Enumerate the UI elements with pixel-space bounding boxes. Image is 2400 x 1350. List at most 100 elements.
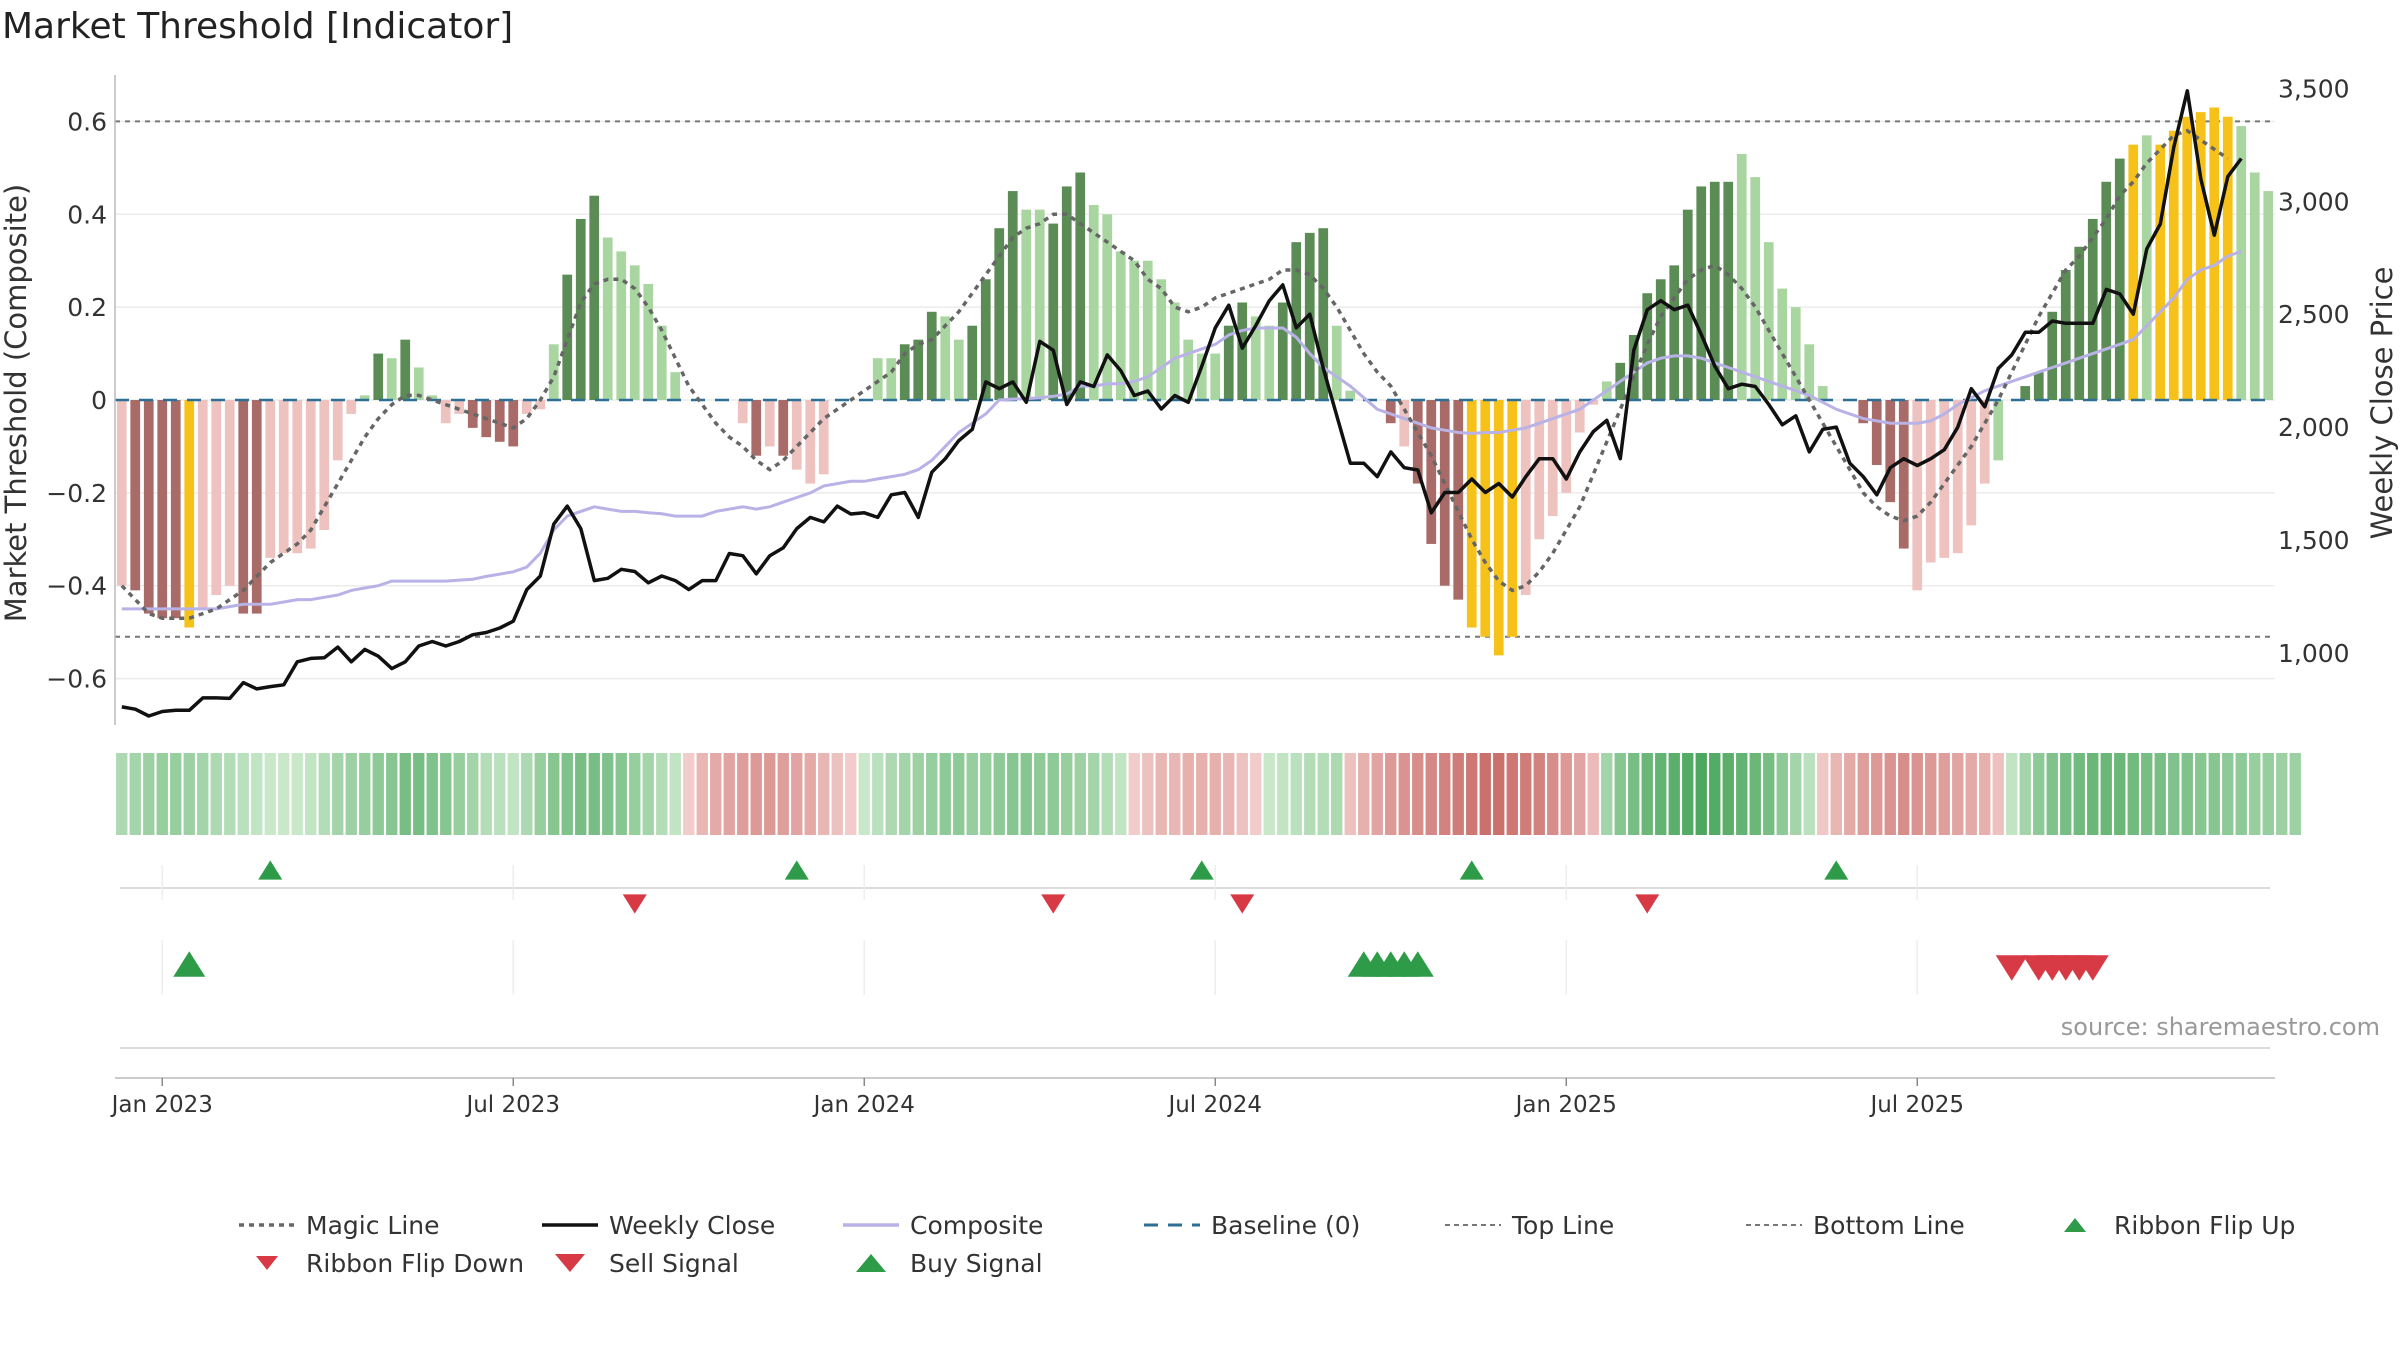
- ribbon-cell: [1736, 753, 1748, 835]
- x-axis: Jan 2023 Jul 2023 Jan 2024 Jul 2024 Jan 2025…: [110, 1077, 2275, 1118]
- composite-bar: [778, 400, 789, 456]
- ribbon-cell: [575, 753, 587, 835]
- legend-item-close: Weekly Close: [535, 1210, 775, 1240]
- composite-bar: [1345, 390, 1356, 400]
- composite-bar: [1912, 400, 1923, 591]
- composite-bar: [1709, 181, 1720, 400]
- composite-bar: [1507, 400, 1518, 637]
- ribbon-cell: [1412, 753, 1424, 835]
- ribbon-cell: [2222, 753, 2234, 835]
- composite-bar: [2209, 107, 2220, 400]
- sell-signal-marker: [1995, 955, 2028, 981]
- composite-bar: [1223, 325, 1234, 400]
- ribbon-cell: [1601, 753, 1613, 835]
- composite-bar: [913, 339, 924, 400]
- ribbon-cell: [669, 753, 681, 835]
- composite-bar: [332, 400, 343, 461]
- composite-bar: [1628, 335, 1639, 400]
- ribbon-cell: [1992, 753, 2004, 835]
- ribbon-cell: [534, 753, 546, 835]
- ribbon-cell: [2060, 753, 2072, 835]
- legend-label: Sell Signal: [609, 1248, 739, 1278]
- composite-bar: [1898, 400, 1909, 549]
- composite-bar: [751, 400, 762, 456]
- ribbon-cell: [1547, 753, 1559, 835]
- y-tick-label-left: 0.6: [67, 107, 107, 136]
- composite-bar: [886, 358, 897, 400]
- composite-bar: [1196, 353, 1207, 400]
- composite-bar: [940, 316, 951, 400]
- x-tick-label: Jan 2023: [110, 1092, 213, 1118]
- composite-bar: [1291, 242, 1302, 400]
- ribbon-cell: [183, 753, 195, 835]
- ribbon-cell: [2276, 753, 2288, 835]
- composite-bar: [1790, 307, 1801, 400]
- legend-symbol-flipup-icon: [2040, 1210, 2110, 1240]
- composite-bar: [1237, 302, 1248, 400]
- composite-bar: [1696, 186, 1707, 400]
- legend-symbol-bottom-icon: [1739, 1210, 1809, 1240]
- composite-bar: [2236, 126, 2247, 401]
- y-tick-label-right: 3,500: [2278, 75, 2350, 104]
- ribbon-cell: [1331, 753, 1343, 835]
- composite-bar: [494, 400, 505, 442]
- ribbon-cell: [939, 753, 951, 835]
- composite-bar: [1493, 400, 1504, 656]
- composite-bar: [1399, 400, 1410, 447]
- legend-symbol-buy-icon: [836, 1248, 906, 1278]
- ribbon-cell: [1763, 753, 1775, 835]
- ribbon-cell: [1196, 753, 1208, 835]
- ribbon-cell: [1817, 753, 1829, 835]
- composite-bar: [1129, 260, 1140, 400]
- ribbon-cell: [116, 753, 128, 835]
- ribbon-cell: [224, 753, 236, 835]
- legend-symbol-baseline-icon: [1137, 1210, 1207, 1240]
- ribbon-cell: [1304, 753, 1316, 835]
- composite-bar: [251, 400, 262, 614]
- ribbon-cell: [1938, 753, 1950, 835]
- ribbon-cell: [1857, 753, 1869, 835]
- ribbon-flip-down-marker: [622, 894, 647, 914]
- composite-bar: [1520, 400, 1531, 595]
- buy-signal-marker: [1401, 951, 1434, 977]
- composite-bar: [1007, 191, 1018, 400]
- ribbon-cell: [129, 753, 141, 835]
- legend-item-bottom: Bottom Line: [1739, 1210, 1965, 1240]
- y-tick-label-right: 2,500: [2278, 300, 2350, 329]
- y-tick-label-right: 3,000: [2278, 187, 2350, 216]
- composite-bar: [629, 265, 640, 400]
- composite-bar: [2249, 172, 2260, 400]
- ribbon-cell: [831, 753, 843, 835]
- composite-bar: [292, 400, 303, 554]
- legend-label: Buy Signal: [910, 1248, 1043, 1278]
- ribbon-cell: [426, 753, 438, 835]
- y-tick-label-right: 1,500: [2278, 526, 2350, 555]
- composite-bar: [1021, 209, 1032, 400]
- composite-bar: [1466, 400, 1477, 628]
- composite-bar: [926, 311, 937, 400]
- ribbon-cell: [980, 753, 992, 835]
- ribbon-cell: [305, 753, 317, 835]
- composite-bar: [224, 400, 235, 586]
- composite-bar: [346, 400, 357, 414]
- composite-bar: [1925, 400, 1936, 563]
- composite-bar: [562, 274, 573, 400]
- composite-bar: [980, 279, 991, 400]
- composite-bar: [764, 400, 775, 447]
- ribbon-cell: [1034, 753, 1046, 835]
- ribbon-cell: [656, 753, 668, 835]
- legend-symbol-flipdown-icon: [232, 1248, 302, 1278]
- ribbon-cell: [1641, 753, 1653, 835]
- series-lines: [120, 89, 2243, 718]
- ribbon-cell: [1277, 753, 1289, 835]
- composite-bar: [278, 400, 289, 554]
- ribbon-cell: [197, 753, 209, 835]
- ribbon-cell: [1979, 753, 1991, 835]
- ribbon-cell: [2141, 753, 2153, 835]
- magic-line: [120, 128, 2229, 620]
- ribbon-cell: [2168, 753, 2180, 835]
- ribbon-cell: [1628, 753, 1640, 835]
- composite-bar: [1669, 265, 1680, 400]
- composite-bar: [967, 325, 978, 400]
- composite-bar: [265, 400, 276, 558]
